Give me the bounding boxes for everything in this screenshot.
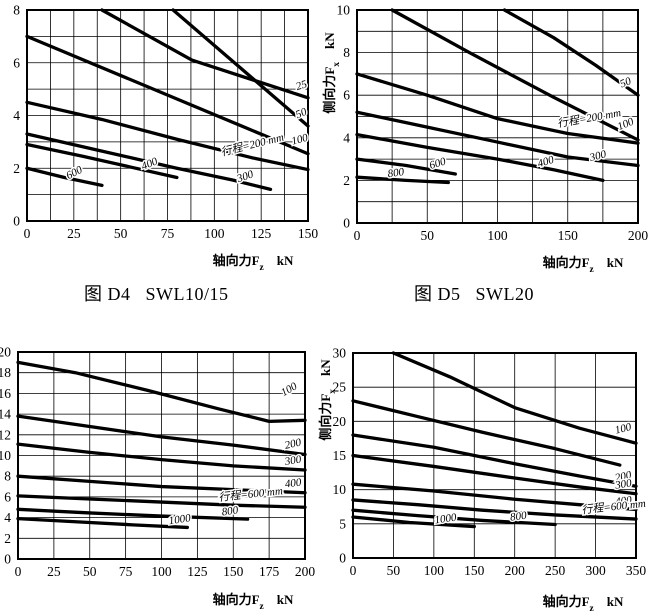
svg-text:100: 100 bbox=[290, 132, 310, 148]
svg-text:侧向力Fx kN: 侧向力Fx kN bbox=[322, 32, 342, 114]
svg-text:100: 100 bbox=[204, 226, 225, 241]
svg-text:350: 350 bbox=[626, 563, 647, 578]
svg-text:30: 30 bbox=[333, 346, 347, 361]
svg-text:2: 2 bbox=[343, 173, 350, 188]
svg-text:6: 6 bbox=[13, 55, 20, 70]
svg-text:5: 5 bbox=[339, 516, 346, 531]
svg-text:8: 8 bbox=[4, 469, 11, 484]
svg-text:0: 0 bbox=[24, 226, 31, 241]
svg-text:600: 600 bbox=[428, 155, 448, 171]
svg-text:10: 10 bbox=[0, 448, 11, 463]
svg-text:200: 200 bbox=[628, 228, 649, 243]
svg-text:250: 250 bbox=[545, 563, 566, 578]
svg-text:25: 25 bbox=[294, 78, 309, 93]
svg-text:0: 0 bbox=[350, 563, 357, 578]
svg-text:0: 0 bbox=[4, 552, 11, 567]
svg-text:轴向力Fz kN: 轴向力Fz kN bbox=[213, 592, 294, 612]
svg-text:75: 75 bbox=[161, 226, 175, 241]
svg-text:0: 0 bbox=[354, 228, 361, 243]
svg-text:400: 400 bbox=[284, 476, 302, 490]
svg-text:200: 200 bbox=[284, 436, 303, 451]
svg-text:4: 4 bbox=[343, 130, 350, 145]
svg-text:175: 175 bbox=[259, 564, 280, 579]
svg-text:600: 600 bbox=[64, 164, 85, 182]
svg-text:100: 100 bbox=[487, 228, 508, 243]
svg-text:50: 50 bbox=[618, 75, 633, 90]
svg-text:15: 15 bbox=[333, 448, 347, 463]
svg-text:14: 14 bbox=[0, 407, 11, 422]
svg-text:4: 4 bbox=[13, 108, 20, 123]
svg-text:4: 4 bbox=[4, 510, 11, 525]
svg-text:0: 0 bbox=[13, 214, 20, 229]
svg-text:50: 50 bbox=[421, 228, 435, 243]
svg-text:150: 150 bbox=[558, 228, 579, 243]
svg-text:8: 8 bbox=[343, 45, 350, 60]
svg-text:200: 200 bbox=[505, 563, 526, 578]
svg-text:200: 200 bbox=[295, 564, 316, 579]
svg-text:0: 0 bbox=[343, 216, 350, 231]
svg-text:20: 20 bbox=[333, 414, 347, 429]
svg-text:100: 100 bbox=[279, 380, 300, 399]
svg-text:100: 100 bbox=[151, 564, 172, 579]
svg-text:150: 150 bbox=[298, 226, 319, 241]
svg-text:400: 400 bbox=[140, 155, 160, 172]
svg-text:12: 12 bbox=[0, 427, 11, 442]
svg-text:800: 800 bbox=[387, 166, 406, 180]
svg-text:行程=200 mm: 行程=200 mm bbox=[219, 130, 285, 158]
svg-text:18: 18 bbox=[0, 365, 11, 380]
svg-text:400: 400 bbox=[536, 154, 556, 170]
svg-text:800: 800 bbox=[221, 504, 240, 518]
svg-text:2: 2 bbox=[4, 531, 11, 546]
svg-text:6: 6 bbox=[4, 489, 11, 504]
svg-text:100: 100 bbox=[424, 563, 445, 578]
svg-text:125: 125 bbox=[251, 226, 272, 241]
svg-text:300: 300 bbox=[283, 453, 303, 468]
svg-text:轴向力Fz kN: 轴向力Fz kN bbox=[543, 255, 624, 275]
svg-text:150: 150 bbox=[223, 564, 244, 579]
svg-text:轴向力Fz kN: 轴向力Fz kN bbox=[213, 253, 294, 273]
svg-text:6: 6 bbox=[343, 88, 350, 103]
svg-text:800: 800 bbox=[509, 510, 527, 524]
svg-text:50: 50 bbox=[83, 564, 97, 579]
svg-text:0: 0 bbox=[15, 564, 22, 579]
svg-text:150: 150 bbox=[464, 563, 485, 578]
svg-text:10: 10 bbox=[337, 3, 351, 18]
svg-text:2: 2 bbox=[13, 161, 20, 176]
svg-text:8: 8 bbox=[13, 3, 20, 18]
svg-text:轴向力Fz kN: 轴向力Fz kN bbox=[543, 594, 624, 613]
svg-text:75: 75 bbox=[119, 564, 133, 579]
svg-text:25: 25 bbox=[47, 564, 61, 579]
svg-text:10: 10 bbox=[333, 482, 347, 497]
svg-text:50: 50 bbox=[114, 226, 128, 241]
svg-text:100: 100 bbox=[614, 421, 633, 437]
svg-text:300: 300 bbox=[585, 563, 606, 578]
svg-text:行程=600 mm: 行程=600 mm bbox=[218, 484, 284, 504]
svg-text:50: 50 bbox=[294, 106, 309, 121]
svg-text:20: 20 bbox=[0, 345, 11, 360]
svg-text:25: 25 bbox=[67, 226, 81, 241]
svg-text:50: 50 bbox=[387, 563, 401, 578]
svg-text:1000: 1000 bbox=[168, 512, 192, 527]
svg-text:0: 0 bbox=[339, 551, 346, 566]
svg-text:125: 125 bbox=[187, 564, 208, 579]
svg-text:16: 16 bbox=[0, 386, 11, 401]
